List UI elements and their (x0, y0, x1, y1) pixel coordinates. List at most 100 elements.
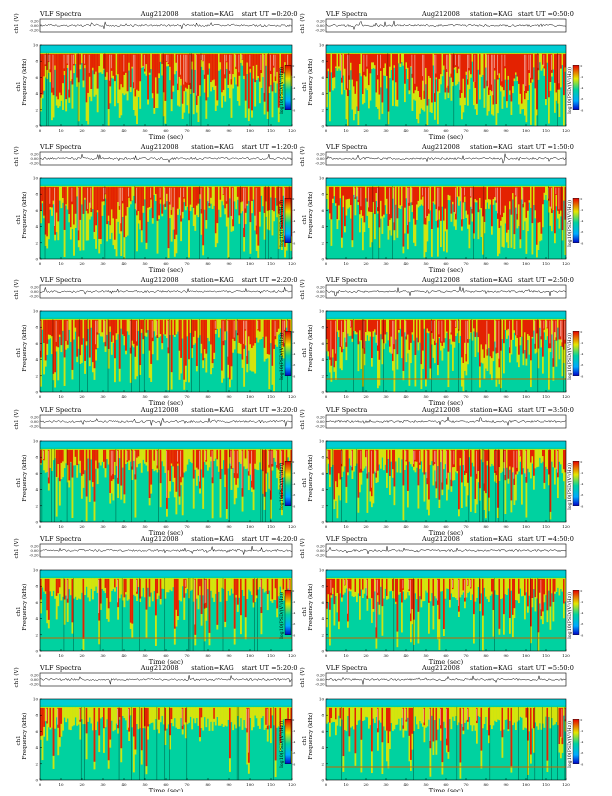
spectral-burst (154, 578, 157, 616)
spectral-column (431, 578, 433, 594)
spectral-column (392, 707, 394, 731)
sferic-line (534, 707, 536, 780)
spectral-burst (396, 53, 399, 100)
spectral-burst (44, 319, 47, 361)
freq-tick-label: 8 (35, 584, 38, 589)
spectral-column (471, 707, 474, 732)
spectral-burst (495, 449, 498, 476)
spectral-burst (236, 319, 239, 336)
sferic-line (260, 449, 262, 522)
spectral-burst (344, 186, 346, 227)
time-axis-label: Time (sec) (429, 787, 464, 792)
spectrogram-image (40, 441, 292, 522)
spectral-column (199, 319, 201, 336)
spectral-burst (374, 186, 376, 215)
spectral-column (546, 186, 549, 201)
spectral-burst (351, 53, 354, 80)
spectral-burst (170, 53, 173, 100)
spectral-column (211, 707, 214, 731)
spectral-burst (88, 186, 91, 203)
spectral-burst (419, 53, 421, 98)
spectral-burst (411, 186, 414, 206)
spectral-column (191, 707, 194, 730)
spectral-gap (519, 450, 521, 456)
spectral-burst (389, 186, 391, 220)
sferic-line (104, 186, 106, 259)
spectral-column (244, 319, 247, 346)
spectral-burst (172, 186, 175, 208)
spectral-burst (287, 707, 290, 723)
spectral-column (398, 449, 400, 458)
spectral-column (249, 578, 252, 592)
sferic-line (542, 707, 543, 780)
spectral-column (221, 449, 223, 469)
spectral-burst (335, 319, 337, 361)
spectral-column (464, 707, 466, 723)
spectral-burst (263, 186, 266, 213)
spectral-column (501, 319, 504, 340)
spectral-column (277, 707, 280, 727)
spectral-gap (156, 320, 158, 336)
spectral-burst (363, 319, 366, 354)
spectral-gap (180, 54, 181, 75)
spectral-gap (257, 320, 259, 330)
freq-tick-label: 10 (33, 43, 39, 48)
sferic-line (530, 578, 531, 651)
spectral-burst (362, 319, 364, 349)
time-tick-label: 70 (463, 782, 469, 787)
spectral-burst (537, 578, 540, 633)
freq-tick-label: 0 (35, 520, 38, 525)
spectral-burst (246, 707, 249, 733)
spectral-column (79, 449, 82, 473)
spectral-burst (399, 53, 402, 64)
spectral-column (54, 578, 57, 599)
spectral-column (65, 449, 68, 464)
spectral-burst (365, 319, 367, 332)
spectral-column (262, 186, 264, 207)
spectral-column (368, 449, 370, 473)
spectral-column (440, 449, 442, 463)
spectral-column (175, 319, 178, 335)
spectral-burst (510, 707, 513, 767)
spectral-burst (41, 53, 44, 95)
spectral-column (47, 707, 50, 728)
waveform-trace (39, 674, 293, 685)
time-tick-label: 20 (363, 653, 369, 658)
spectral-burst (458, 578, 460, 612)
spectral-column (485, 53, 487, 68)
upper-band (326, 178, 566, 185)
spectrogram-image (40, 570, 292, 651)
spectral-column (540, 53, 543, 71)
spectral-burst (40, 186, 42, 211)
spectral-burst (498, 578, 501, 629)
spectral-column (62, 578, 64, 597)
sferic-line (66, 449, 68, 522)
spectral-burst (527, 319, 529, 335)
freq-tick-label: 8 (321, 325, 324, 330)
spectral-burst (249, 53, 252, 69)
spectral-burst (232, 53, 235, 75)
freq-tick-label: 4 (35, 745, 38, 750)
spectral-burst (507, 449, 510, 479)
spectral-burst (65, 186, 68, 205)
colorbar-tick-label: -4 (293, 86, 296, 90)
spectral-column (63, 707, 66, 718)
spectral-burst (345, 53, 348, 90)
spectral-column (411, 449, 414, 467)
spectral-column (265, 319, 268, 359)
spectral-gap (169, 187, 170, 202)
colorbar-tick-label: -2 (581, 600, 584, 604)
spectral-column (383, 449, 385, 471)
spectral-burst (268, 53, 271, 87)
spectral-column (398, 578, 400, 595)
spectral-column (219, 578, 222, 602)
spectral-column (404, 319, 406, 333)
spectral-column (274, 186, 277, 198)
spectral-burst (167, 449, 170, 471)
spectral-column (413, 707, 415, 732)
spectral-burst (372, 186, 375, 202)
colorbar-tick-label: -6 (581, 751, 584, 755)
spectral-gap (476, 708, 477, 721)
spectral-gap (166, 450, 167, 498)
spectral-column (384, 578, 387, 589)
